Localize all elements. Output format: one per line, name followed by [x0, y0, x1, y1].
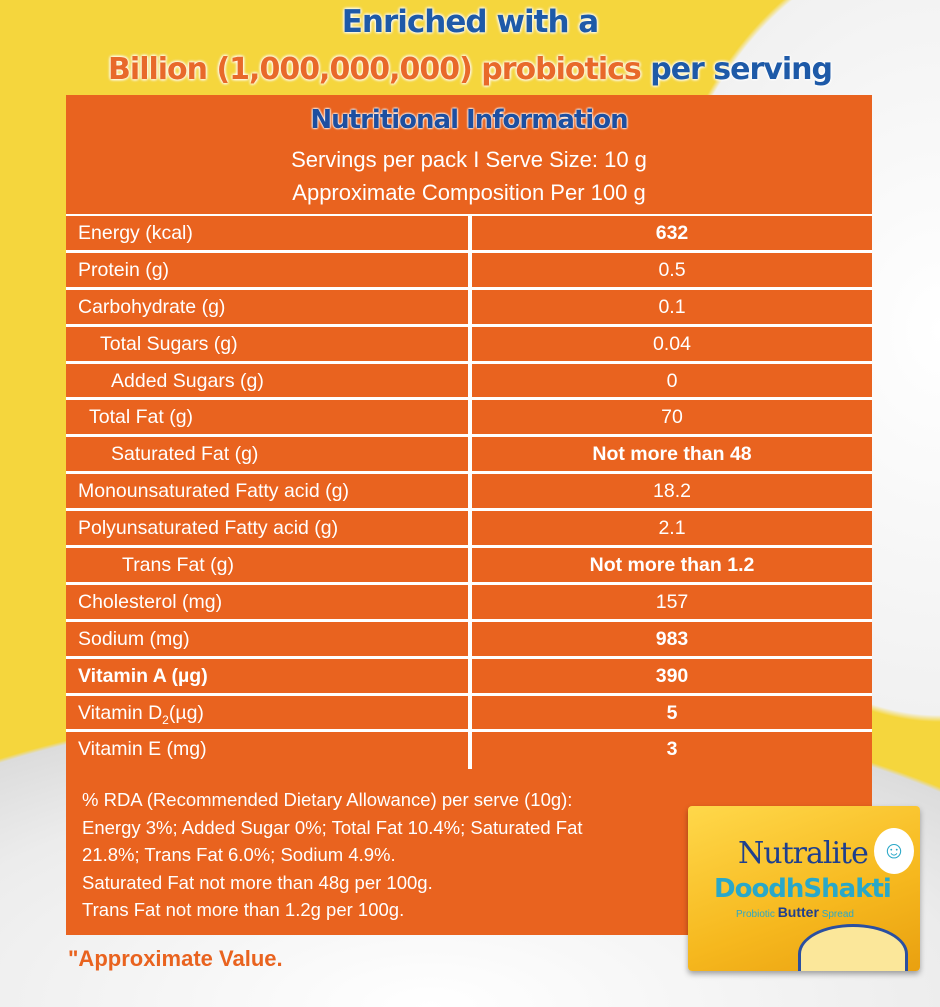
table-row: Sodium (mg) 983 [66, 621, 872, 659]
nutrient-value: Not more than 1.2 [472, 548, 872, 582]
nutrient-value: 5 [472, 695, 872, 730]
nutrient-label: Vitamin A (µg) [66, 658, 468, 693]
rda-line: 21.8%; Trans Fat 6.0%; Sodium 4.9%. [82, 844, 396, 865]
nutrient-label: Polyunsaturated Fatty acid (g) [66, 511, 468, 546]
table-row: Total Fat (g) 70 [66, 400, 872, 438]
nutrient-value: 0.5 [472, 252, 872, 287]
rda-line: Saturated Fat not more than 48g per 100g… [82, 871, 433, 893]
nutrient-label: Energy (kcal) [66, 216, 468, 250]
table-row: Total Sugars (g) 0.04 [66, 326, 872, 364]
table-row: Vitamin E (mg) 3 [66, 732, 872, 770]
nutrient-label: Protein (g) [66, 252, 468, 287]
footnote: "Approximate Value. [68, 946, 283, 971]
immunity-badge-icon: ☺ [874, 828, 914, 874]
table-row: Vitamin A (µg) 390 [66, 658, 872, 696]
table-row: Monounsaturated Fatty acid (g) 18.2 [66, 474, 872, 512]
headline-line2: Billion (1,000,000,000) probiotics per s… [0, 52, 940, 87]
nutrient-label: Carbohydrate (g) [66, 289, 468, 324]
nutrition-table: Energy (kcal) 632 Protein (g) 0.5 Carbohydra… [66, 214, 872, 770]
product-pack-image: ☺ Nutralite DoodhShakti Probiotic Butter… [688, 806, 920, 971]
nutrient-value: 157 [472, 584, 872, 619]
nutrient-label: Total Fat (g) [66, 400, 468, 435]
rda-line: Energy 3%; Added Sugar 0%; Total Fat 10.… [82, 816, 583, 838]
nutrient-label: Added Sugars (g) [66, 363, 468, 398]
tagline-main: Butter [777, 904, 819, 920]
nutrient-value: 18.2 [472, 474, 872, 509]
product-brand: Nutralite [738, 836, 869, 871]
product-name: DoodhShakti [714, 874, 892, 904]
table-row: Polyunsaturated Fatty acid (g) 2.1 [66, 511, 872, 549]
nutrient-value: 390 [472, 658, 872, 693]
table-row: Energy (kcal) 632 [66, 216, 872, 253]
nutrient-value: 2.1 [472, 511, 872, 546]
headline-line1: Enriched with a [341, 4, 599, 40]
nutrient-label: Trans Fat (g) [66, 548, 468, 582]
headline-blue: per serving [650, 52, 833, 87]
nutrient-label: Total Sugars (g) [66, 326, 468, 361]
rda-line: Trans Fat not more than 1.2g per 100g. [82, 899, 405, 920]
nutrient-value: Not more than 48 [472, 437, 872, 472]
rda-text: % RDA (Recommended Dietary Allowance) pe… [82, 786, 682, 924]
nutrient-value: 983 [472, 621, 872, 656]
table-row: Protein (g) 0.5 [66, 252, 872, 290]
tagline-post: Spread [821, 909, 854, 920]
nutrient-value: 3 [472, 732, 872, 770]
headline-orange: Billion (1,000,000,000) probiotics [108, 52, 642, 87]
nutrient-value: 0 [472, 363, 872, 398]
nutrient-value: 0.1 [472, 289, 872, 324]
servings-text: Servings per pack I Serve Size: 10 g [291, 147, 647, 172]
table-row: Carbohydrate (g) 0.1 [66, 289, 872, 327]
butter-dish-icon [798, 924, 908, 971]
nutrient-label: Vitamin E (mg) [66, 732, 468, 770]
table-row: Trans Fat (g) Not more than 1.2 [66, 548, 872, 585]
table-row: Saturated Fat (g) Not more than 48 [66, 437, 872, 475]
table-row: Cholesterol (mg) 157 [66, 584, 872, 622]
tagline-pre: Probiotic [736, 909, 775, 920]
composition-text: Approximate Composition Per 100 g [292, 180, 646, 205]
table-row: Added Sugars (g) 0 [66, 363, 872, 401]
rda-line: % RDA (Recommended Dietary Allowance) pe… [82, 789, 573, 810]
nutrient-label: Cholesterol (mg) [66, 584, 468, 619]
nutrient-value: 0.04 [472, 326, 872, 361]
panel-title: Nutritional Information [310, 105, 628, 135]
nutrient-label: Monounsaturated Fatty acid (g) [66, 474, 468, 509]
nutrient-label: Sodium (mg) [66, 621, 468, 656]
nutrient-value: 70 [472, 400, 872, 435]
nutrient-label: Vitamin D2(µg) [66, 695, 468, 730]
table-row: Vitamin D2(µg) 5 [66, 695, 872, 733]
nutrient-value: 632 [472, 216, 872, 250]
product-tagline: Probiotic Butter Spread [736, 904, 854, 920]
nutrient-label: Saturated Fat (g) [66, 437, 468, 472]
